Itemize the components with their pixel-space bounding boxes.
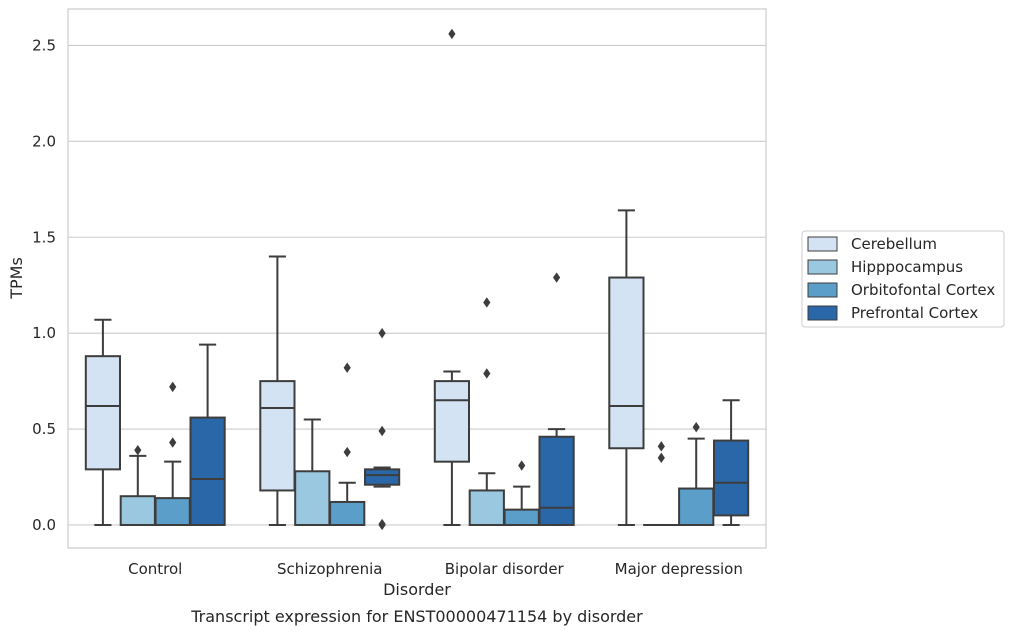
outlier-point bbox=[378, 518, 386, 530]
box bbox=[433, 380, 471, 463]
box bbox=[363, 468, 401, 486]
y-tick-label: 2.0 bbox=[32, 132, 56, 150]
legend-swatch bbox=[807, 282, 838, 298]
outlier-point bbox=[692, 421, 700, 433]
legend-label: Cerebellum bbox=[851, 235, 937, 253]
box-group bbox=[154, 381, 191, 526]
outlier-point bbox=[657, 452, 665, 464]
x-tick-label: Schizophrenia bbox=[277, 560, 382, 578]
outlier-point bbox=[448, 28, 456, 40]
outlier-point bbox=[134, 444, 142, 456]
chart-caption: Transcript expression for ENST0000047115… bbox=[190, 607, 643, 626]
outlier-point bbox=[483, 368, 491, 379]
y-tick-label: 1.0 bbox=[32, 324, 56, 342]
outlier-point bbox=[343, 446, 351, 458]
x-axis-label: Disorder bbox=[383, 580, 451, 599]
box bbox=[119, 495, 156, 526]
legend-label: Prefrontal Cortex bbox=[851, 304, 978, 322]
outlier-point bbox=[169, 437, 177, 448]
legend-swatch bbox=[807, 259, 838, 275]
x-tick-labels: Control Schizophrenia Bipolar disorder Majo… bbox=[128, 560, 743, 578]
box-group bbox=[329, 362, 366, 526]
box-group bbox=[538, 272, 575, 526]
outlier-point bbox=[657, 441, 665, 452]
legend-label: Orbitofontal Cortex bbox=[851, 281, 995, 299]
box bbox=[154, 497, 191, 526]
box-group bbox=[608, 209, 645, 526]
x-tick-label: Bipolar disorder bbox=[445, 560, 565, 578]
box-group bbox=[363, 327, 401, 531]
box-group bbox=[259, 255, 296, 526]
boxes bbox=[84, 28, 750, 531]
y-axis-label: TPMs bbox=[7, 257, 26, 300]
box bbox=[503, 508, 540, 526]
box-group bbox=[294, 418, 331, 526]
box bbox=[538, 435, 575, 526]
box-group bbox=[468, 297, 505, 526]
outlier-point bbox=[378, 327, 386, 339]
box bbox=[608, 276, 645, 450]
outlier-point bbox=[483, 297, 491, 308]
outlier-point bbox=[378, 425, 386, 437]
box-group bbox=[503, 460, 540, 526]
legend-frame bbox=[801, 230, 1005, 328]
box-group bbox=[84, 318, 122, 526]
y-tick-labels: 0.0 0.5 1.0 1.5 2.0 2.5 bbox=[32, 36, 56, 534]
outlier-point bbox=[169, 381, 177, 393]
box-group bbox=[643, 441, 680, 526]
box-group bbox=[119, 444, 156, 526]
y-tick-label: 0.0 bbox=[32, 516, 56, 534]
box bbox=[84, 355, 122, 471]
box-group bbox=[712, 399, 750, 526]
box-group bbox=[189, 343, 226, 526]
outlier-point bbox=[518, 460, 526, 471]
x-tick-label: Major depression bbox=[615, 560, 743, 578]
y-tick-label: 0.5 bbox=[32, 420, 56, 438]
y-tick-label: 2.5 bbox=[32, 36, 56, 54]
outlier-point bbox=[553, 272, 561, 283]
box bbox=[329, 500, 366, 526]
legend-swatch bbox=[807, 236, 838, 252]
box bbox=[259, 380, 296, 492]
legend-label: Hipppocampus bbox=[851, 258, 963, 276]
y-tick-label: 1.5 bbox=[32, 228, 56, 246]
plot-area bbox=[67, 8, 767, 549]
box bbox=[294, 470, 331, 526]
box bbox=[678, 487, 715, 526]
box bbox=[468, 489, 505, 526]
x-tick-label: Control bbox=[128, 560, 182, 578]
legend-swatch bbox=[807, 305, 838, 321]
legend: Cerebellum Hipppocampus Orbitofontal Corte… bbox=[801, 230, 1005, 328]
box bbox=[189, 416, 226, 526]
box-group bbox=[433, 28, 471, 526]
outlier-point bbox=[343, 362, 351, 373]
box bbox=[712, 439, 750, 517]
box-group bbox=[678, 421, 715, 526]
